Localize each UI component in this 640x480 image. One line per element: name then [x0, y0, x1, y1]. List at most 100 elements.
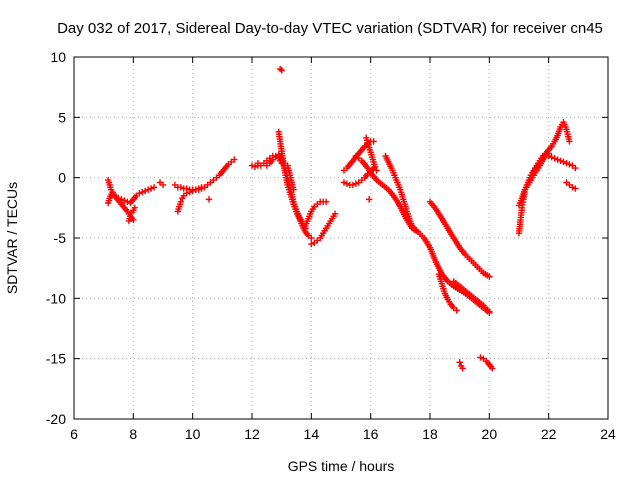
data-point [453, 307, 460, 314]
x-tick-label: 16 [363, 426, 379, 442]
x-tick-label: 10 [185, 426, 201, 442]
data-point [349, 181, 357, 189]
series-arc-u [382, 152, 419, 233]
series-arc-w [426, 198, 493, 280]
series-arc-r [363, 134, 380, 174]
data-point [340, 179, 348, 186]
x-tick-label: 20 [482, 426, 498, 442]
data-point [131, 204, 139, 212]
data-point [308, 234, 315, 242]
data-point [278, 67, 285, 74]
data-point [139, 188, 146, 196]
data-point [308, 240, 315, 248]
series-arc-g [198, 156, 238, 192]
y-tick-label: 5 [58, 109, 66, 125]
data-point [563, 159, 570, 167]
series-arc-y [450, 278, 493, 315]
axes: 6 8 10 12 14 16 18 20 22 24 -20 -15 -10 -5 0 5 10 [46, 49, 616, 442]
data-point-interp [560, 158, 567, 166]
data-point [276, 65, 284, 73]
data-point [290, 186, 297, 193]
series-arc-aa [477, 354, 496, 372]
y-tick-label: 0 [58, 170, 66, 186]
data-point [144, 186, 152, 193]
data-point [352, 180, 360, 187]
data-point-interp [566, 161, 573, 168]
y-tick-label: -20 [46, 411, 66, 427]
data-point [177, 198, 184, 205]
series-arc-m [284, 162, 297, 193]
series-arc-n [302, 198, 330, 230]
series-arc-ad [530, 118, 573, 175]
data-point [189, 187, 196, 195]
data-point [177, 184, 184, 191]
data-point-interp [554, 156, 561, 163]
data-point [248, 162, 256, 169]
series-arc-h [205, 196, 213, 203]
data-point [551, 155, 558, 162]
data-point [569, 184, 576, 191]
series-arc-l [276, 65, 285, 74]
data-point [186, 188, 193, 196]
series-arc-d [156, 179, 167, 189]
x-tick-label: 18 [422, 426, 438, 442]
data-point [572, 185, 579, 192]
data-point [127, 213, 134, 220]
x-axis-label: GPS time / hours [288, 458, 395, 474]
series-arc-e [171, 181, 205, 193]
data-point [365, 196, 373, 203]
data-point [373, 167, 380, 174]
series-arc-t [352, 152, 416, 232]
x-tick-label: 22 [541, 426, 557, 442]
data-point [195, 186, 202, 193]
y-tick-label: 10 [50, 49, 66, 65]
data-point [231, 156, 238, 163]
data-point [456, 359, 463, 366]
data-point [121, 197, 128, 204]
data-point [136, 190, 143, 197]
data-point [159, 181, 167, 189]
data-point [545, 152, 552, 160]
series-arc-s [365, 196, 373, 203]
series-arc-o [308, 210, 339, 248]
y-tick-label: -15 [46, 351, 66, 367]
y-tick-label: -5 [54, 230, 67, 246]
series-arc-c [125, 204, 139, 225]
data-point [489, 365, 496, 372]
data-point [130, 216, 137, 224]
data-point [251, 163, 259, 171]
data-point [371, 163, 379, 171]
series-arc-z [456, 359, 466, 372]
data-point [370, 138, 377, 145]
data-point-interp [548, 153, 555, 161]
data-point [150, 184, 158, 191]
data-point-interp [142, 187, 149, 195]
grid [74, 57, 608, 419]
data-point [322, 198, 330, 205]
series-arc-af [563, 179, 579, 192]
data-point [331, 210, 339, 218]
x-tick-label: 24 [600, 426, 616, 442]
chart-title: Day 032 of 2017, Sidereal Day-to-day VTE… [57, 20, 603, 37]
x-tick-label: 6 [70, 426, 78, 442]
data-points [104, 65, 579, 372]
data-point [254, 159, 262, 167]
data-point [566, 138, 573, 145]
data-point [343, 180, 351, 187]
data-point [198, 185, 205, 192]
data-point [486, 273, 493, 280]
y-tick-label: -10 [46, 290, 66, 306]
data-point [459, 365, 466, 372]
series-arc-b [104, 188, 137, 224]
series-arc-ag [254, 159, 262, 167]
data-point [572, 164, 579, 172]
series-arc-ae [545, 152, 579, 172]
x-tick-label: 14 [304, 426, 320, 442]
data-point [477, 354, 484, 361]
x-tick-label: 12 [244, 426, 260, 442]
data-point [205, 196, 213, 203]
data-point [557, 157, 564, 164]
x-tick-label: 8 [129, 426, 137, 442]
series-arc-x [435, 271, 460, 314]
